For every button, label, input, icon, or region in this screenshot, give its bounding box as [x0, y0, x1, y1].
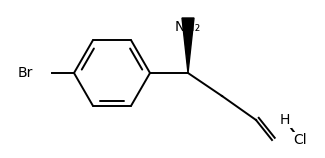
- Text: Br: Br: [18, 66, 33, 80]
- Polygon shape: [182, 18, 194, 73]
- Text: NH₂: NH₂: [175, 20, 201, 34]
- Text: H: H: [280, 113, 290, 127]
- Text: Cl: Cl: [293, 133, 307, 147]
